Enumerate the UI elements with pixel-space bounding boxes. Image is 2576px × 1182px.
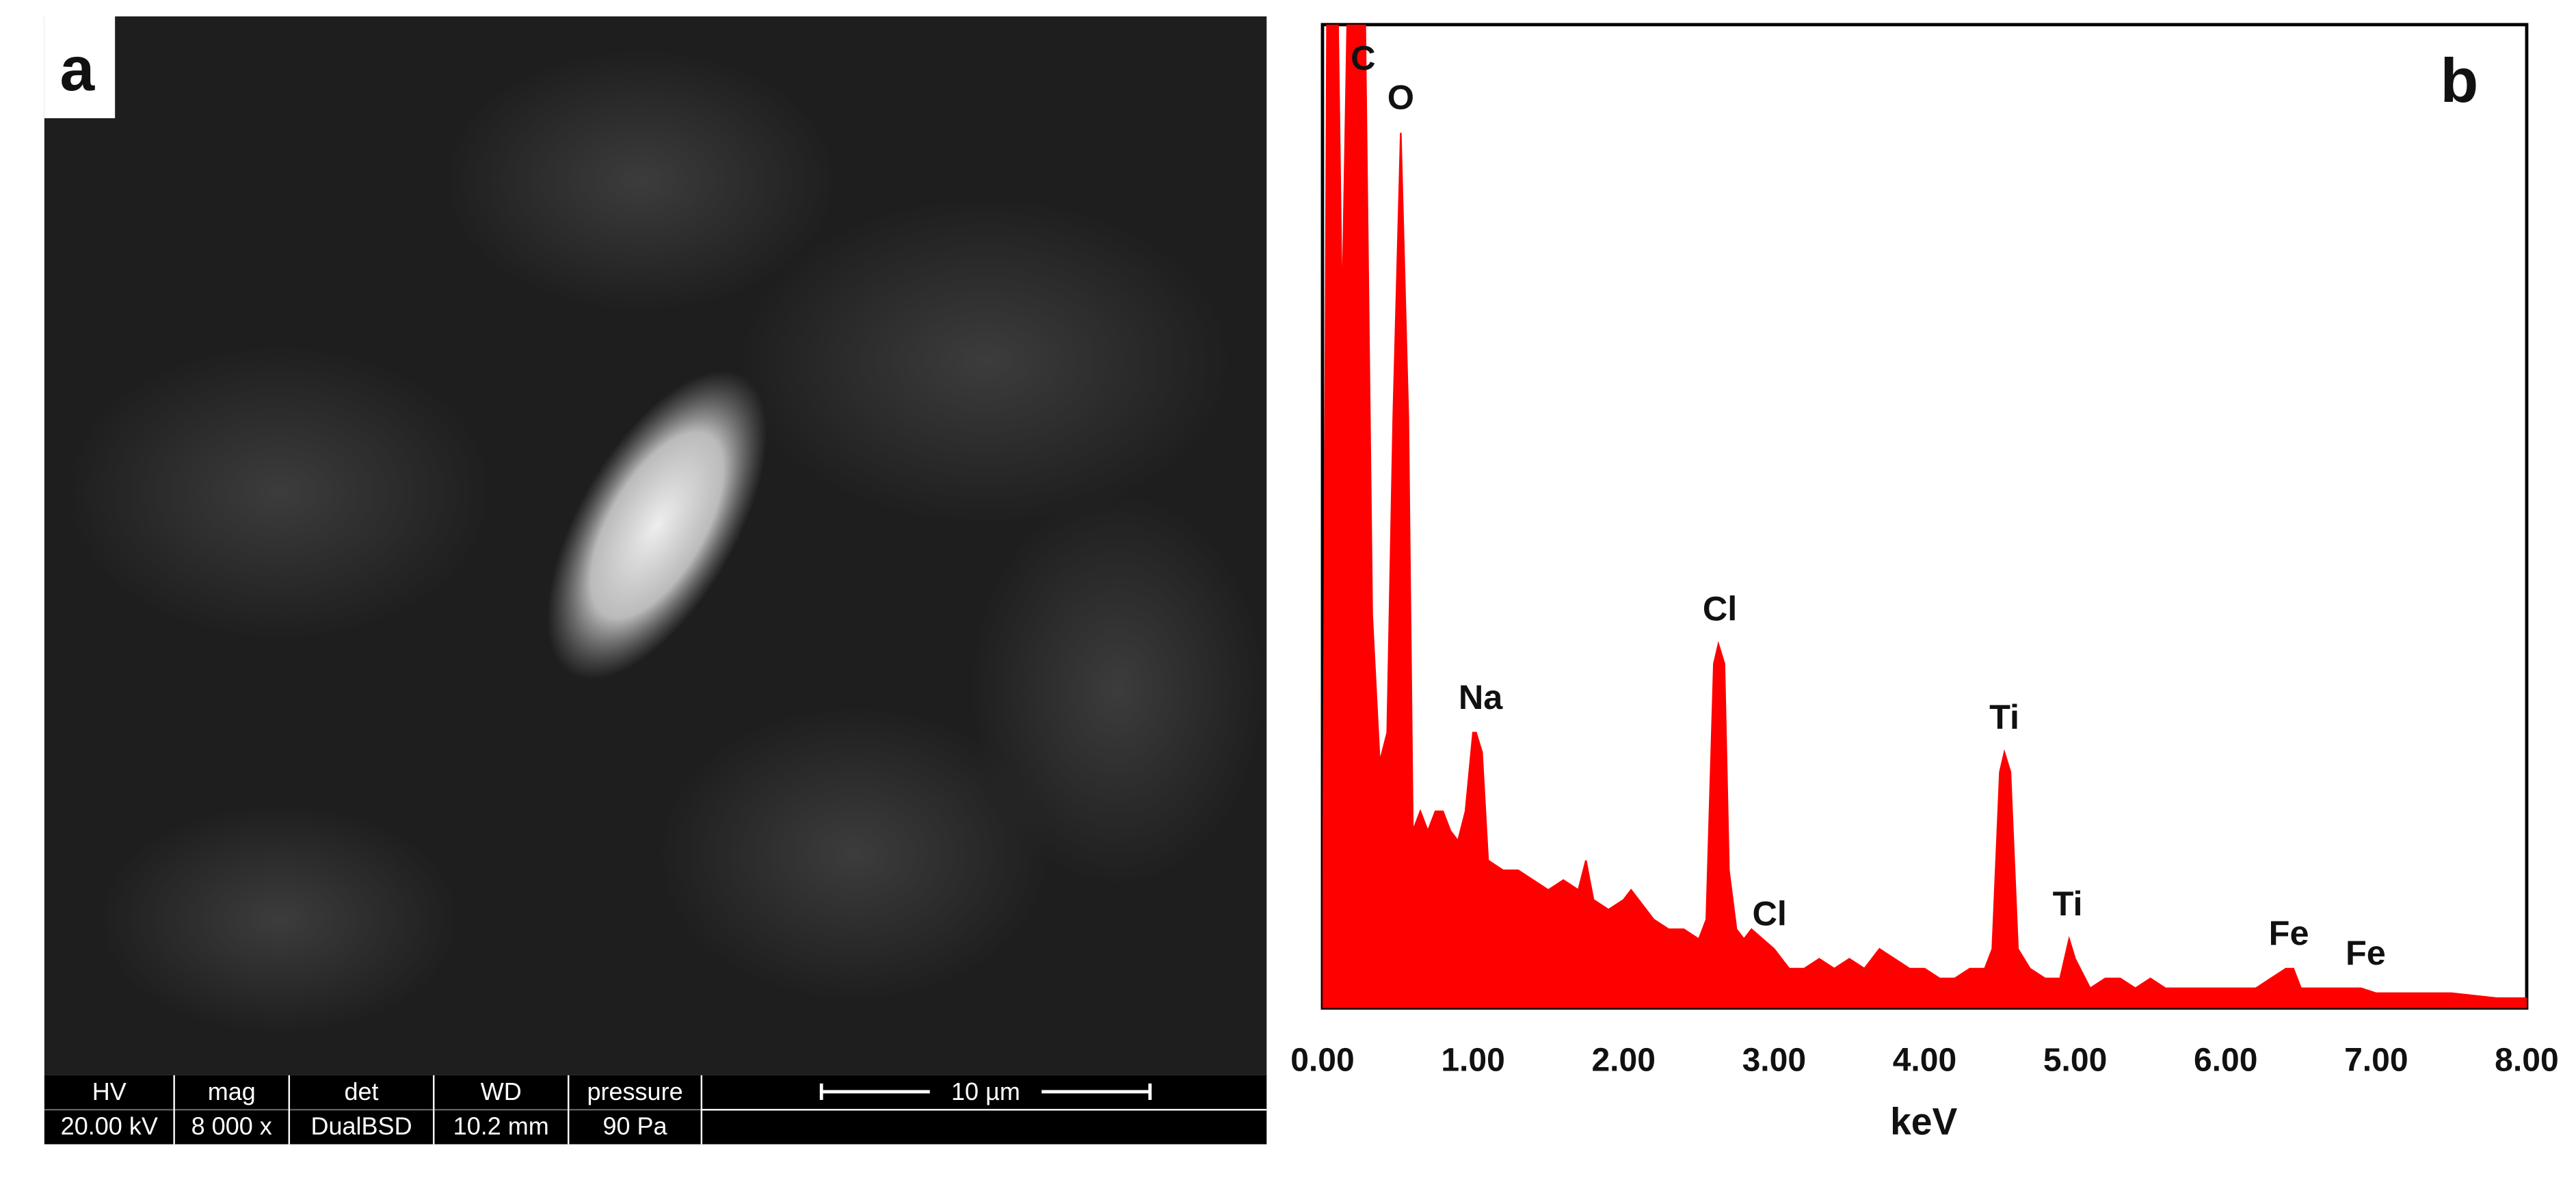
peak-label: Cl: [1703, 589, 1737, 628]
panel-label-box: [44, 16, 116, 118]
peak-label: Ti: [1989, 697, 2019, 736]
info-header: pressure: [587, 1077, 682, 1105]
sem-texture: [656, 706, 1052, 1002]
sem-texture: [66, 345, 493, 641]
peak-label: Fe: [2269, 913, 2309, 952]
scale-bar-gap: [929, 1078, 1042, 1105]
peak-label: Cl: [1752, 894, 1786, 932]
sem-particle: [547, 371, 767, 680]
info-header: det: [344, 1077, 378, 1105]
x-tick-label: 8.00: [2495, 1042, 2558, 1078]
x-tick-label: 4.00: [1893, 1042, 1956, 1078]
x-axis-label: keV: [1890, 1101, 1957, 1143]
peak-label: Na: [1459, 677, 1503, 716]
info-value: 8 000 x: [191, 1112, 272, 1140]
info-bar-content: 10 µm HV 20.00 kV mag 8 000 x det DualBSD WD 10…: [44, 1075, 1267, 1144]
panel-label: b: [2441, 46, 2479, 116]
info-value: 90 Pa: [602, 1112, 667, 1140]
x-tick-label: 1.00: [1441, 1042, 1504, 1078]
scale-bar-label: 10 µm: [951, 1077, 1020, 1105]
sem-texture: [98, 804, 460, 1034]
peak-label: C: [1351, 38, 1375, 77]
sem-texture: [443, 49, 838, 312]
x-tick-label: 6.00: [2194, 1042, 2257, 1078]
peak-label: O: [1387, 78, 1414, 117]
panel-label: a: [60, 34, 96, 104]
x-tick-label: 2.00: [1591, 1042, 1655, 1078]
sem-image: a 10 µm HV 20.00 kV mag 8 000 x det DualBSD WD…: [44, 16, 1267, 1144]
sem-texture: [739, 197, 1232, 526]
info-header: WD: [481, 1077, 522, 1105]
sem-texture: [969, 492, 1265, 887]
plot-frame: [1320, 23, 2529, 1010]
info-header: HV: [92, 1077, 127, 1105]
spectrum-area: [1322, 25, 2527, 1008]
peak-label: Ti: [2053, 884, 2083, 923]
info-header: mag: [208, 1077, 256, 1105]
info-value: 10.2 mm: [453, 1112, 549, 1140]
x-tick-label: 7.00: [2344, 1042, 2408, 1078]
x-tick-label: 3.00: [1742, 1042, 1806, 1078]
peak-label: Fe: [2346, 933, 2386, 972]
x-tick-label: 5.00: [2043, 1042, 2107, 1078]
info-value: DualBSD: [310, 1112, 412, 1140]
info-value: 20.00 kV: [61, 1112, 158, 1140]
x-tick-label: 0.00: [1290, 1042, 1354, 1078]
